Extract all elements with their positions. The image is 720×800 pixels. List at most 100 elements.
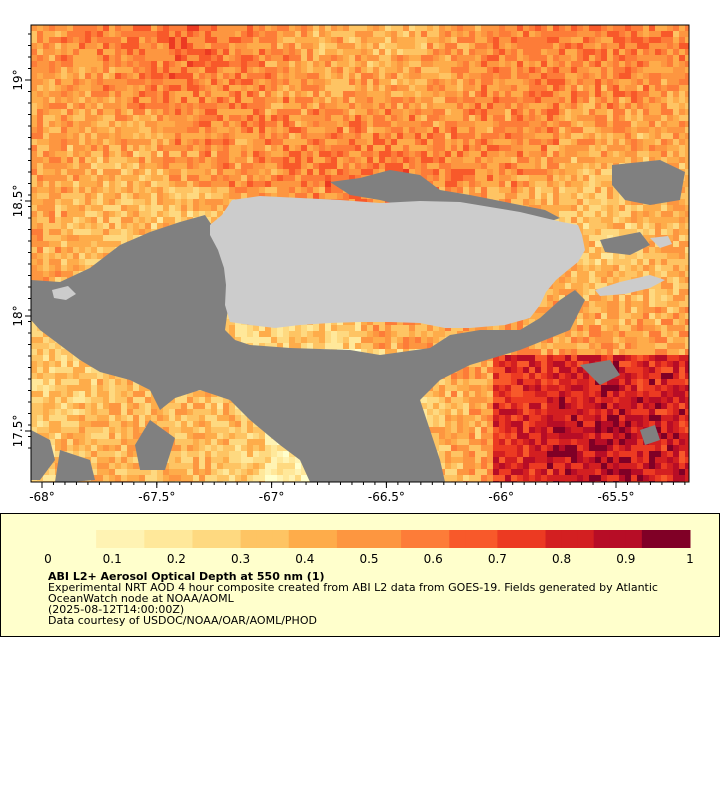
aod-cell — [151, 121, 157, 127]
aod-cell — [685, 235, 689, 241]
aod-cell — [127, 115, 133, 121]
aod-cell — [619, 127, 625, 133]
aod-cell — [589, 109, 595, 115]
aod-cell — [391, 121, 397, 127]
aod-cell — [319, 193, 325, 199]
aod-cell — [427, 61, 433, 67]
aod-cell — [367, 37, 373, 43]
aod-cell — [247, 157, 253, 163]
aod-cell — [541, 25, 547, 31]
aod-cell — [541, 175, 547, 181]
aod-cell — [601, 187, 607, 193]
aod-cell — [133, 217, 139, 223]
aod-cell — [469, 67, 475, 73]
aod-cell — [79, 259, 85, 265]
aod-cell — [631, 211, 637, 217]
aod-cell — [529, 49, 535, 55]
aod-cell — [577, 205, 583, 211]
aod-cell — [109, 103, 115, 109]
aod-cell — [79, 55, 85, 61]
aod-cell — [61, 31, 67, 37]
aod-cell — [349, 79, 355, 85]
aod-cell — [475, 115, 481, 121]
aod-cell — [175, 79, 181, 85]
aod-cell — [199, 199, 205, 205]
aod-cell — [55, 235, 61, 241]
aod-cell — [277, 175, 283, 181]
aod-cell — [49, 193, 55, 199]
aod-cell — [427, 145, 433, 151]
aod-cell — [145, 193, 151, 199]
aod-cell — [121, 145, 127, 151]
aod-cell — [625, 109, 631, 115]
aod-cell — [577, 277, 583, 283]
aod-cell — [481, 157, 487, 163]
aod-cell — [289, 187, 295, 193]
aod-cell — [319, 25, 325, 31]
aod-cell — [67, 151, 73, 157]
aod-cell — [241, 85, 247, 91]
aod-cell — [157, 169, 163, 175]
aod-cell — [97, 247, 103, 253]
aod-cell — [571, 25, 577, 31]
aod-cell — [631, 145, 637, 151]
aod-cell — [211, 187, 217, 193]
aod-cell — [391, 91, 397, 97]
aod-cell — [433, 145, 439, 151]
aod-cell — [613, 157, 619, 163]
aod-cell — [445, 85, 451, 91]
aod-cell — [235, 181, 241, 187]
aod-cell — [547, 31, 553, 37]
aod-cell — [673, 163, 679, 169]
aod-cell — [679, 103, 685, 109]
aod-cell — [571, 97, 577, 103]
aod-cell — [325, 97, 331, 103]
aod-cell — [361, 169, 367, 175]
aod-cell — [355, 91, 361, 97]
aod-cell — [559, 67, 565, 73]
aod-cell — [625, 127, 631, 133]
aod-cell — [175, 73, 181, 79]
aod-cell — [541, 67, 547, 73]
aod-cell — [235, 37, 241, 43]
aod-cell — [307, 151, 313, 157]
aod-cell — [433, 151, 439, 157]
aod-cell — [121, 157, 127, 163]
aod-cell — [631, 121, 637, 127]
aod-cell — [589, 43, 595, 49]
aod-cell — [553, 91, 559, 97]
aod-cell — [343, 175, 349, 181]
aod-cell — [157, 109, 163, 115]
aod-cell — [109, 115, 115, 121]
aod-cell — [181, 115, 187, 121]
aod-cell — [97, 67, 103, 73]
aod-cell — [529, 43, 535, 49]
aod-cell — [433, 55, 439, 61]
aod-cell — [553, 199, 559, 205]
aod-cell — [289, 169, 295, 175]
aod-cell — [163, 61, 169, 67]
aod-cell — [661, 157, 667, 163]
aod-cell — [295, 139, 301, 145]
aod-cell — [601, 91, 607, 97]
aod-cell — [619, 97, 625, 103]
aod-cell — [535, 205, 541, 211]
aod-cell — [193, 31, 199, 37]
aod-cell — [457, 145, 463, 151]
aod-cell — [457, 97, 463, 103]
aod-cell — [643, 217, 649, 223]
aod-cell — [319, 115, 325, 121]
aod-cell — [37, 277, 43, 283]
aod-cell — [367, 91, 373, 97]
aod-cell — [91, 31, 97, 37]
aod-cell — [193, 67, 199, 73]
aod-cell — [187, 31, 193, 37]
aod-cell — [223, 181, 229, 187]
aod-cell — [403, 79, 409, 85]
aod-cell — [415, 61, 421, 67]
aod-cell — [517, 67, 523, 73]
aod-cell — [607, 127, 613, 133]
aod-cell — [91, 217, 97, 223]
aod-cell — [445, 163, 451, 169]
aod-cell — [253, 67, 259, 73]
